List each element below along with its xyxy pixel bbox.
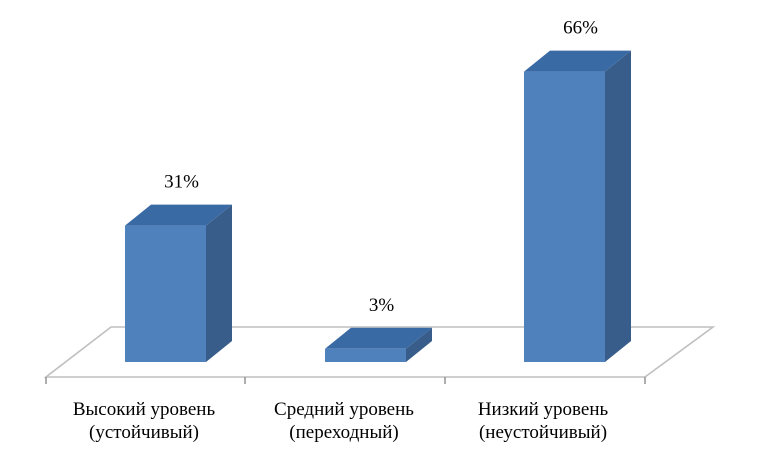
data-label-1: 3%	[369, 295, 395, 316]
bar-1	[325, 348, 406, 362]
bar-side-2	[605, 50, 631, 362]
bar-2	[524, 71, 605, 362]
data-label-2: 66%	[563, 18, 598, 39]
bar-top-0	[125, 204, 232, 226]
data-label-0: 31%	[164, 172, 199, 193]
category-label-1: Средний уровень (переходный)	[274, 399, 414, 443]
category-label-2: Низкий уровень (неустойчивый)	[477, 399, 609, 443]
bar-side-1	[406, 327, 432, 362]
bar-0	[125, 225, 206, 362]
bar-top-2	[524, 50, 631, 72]
bar-top-1	[325, 327, 432, 349]
category-label-0: Высокий уровень (устойчивый)	[72, 399, 216, 443]
bar-side-0	[206, 204, 232, 362]
